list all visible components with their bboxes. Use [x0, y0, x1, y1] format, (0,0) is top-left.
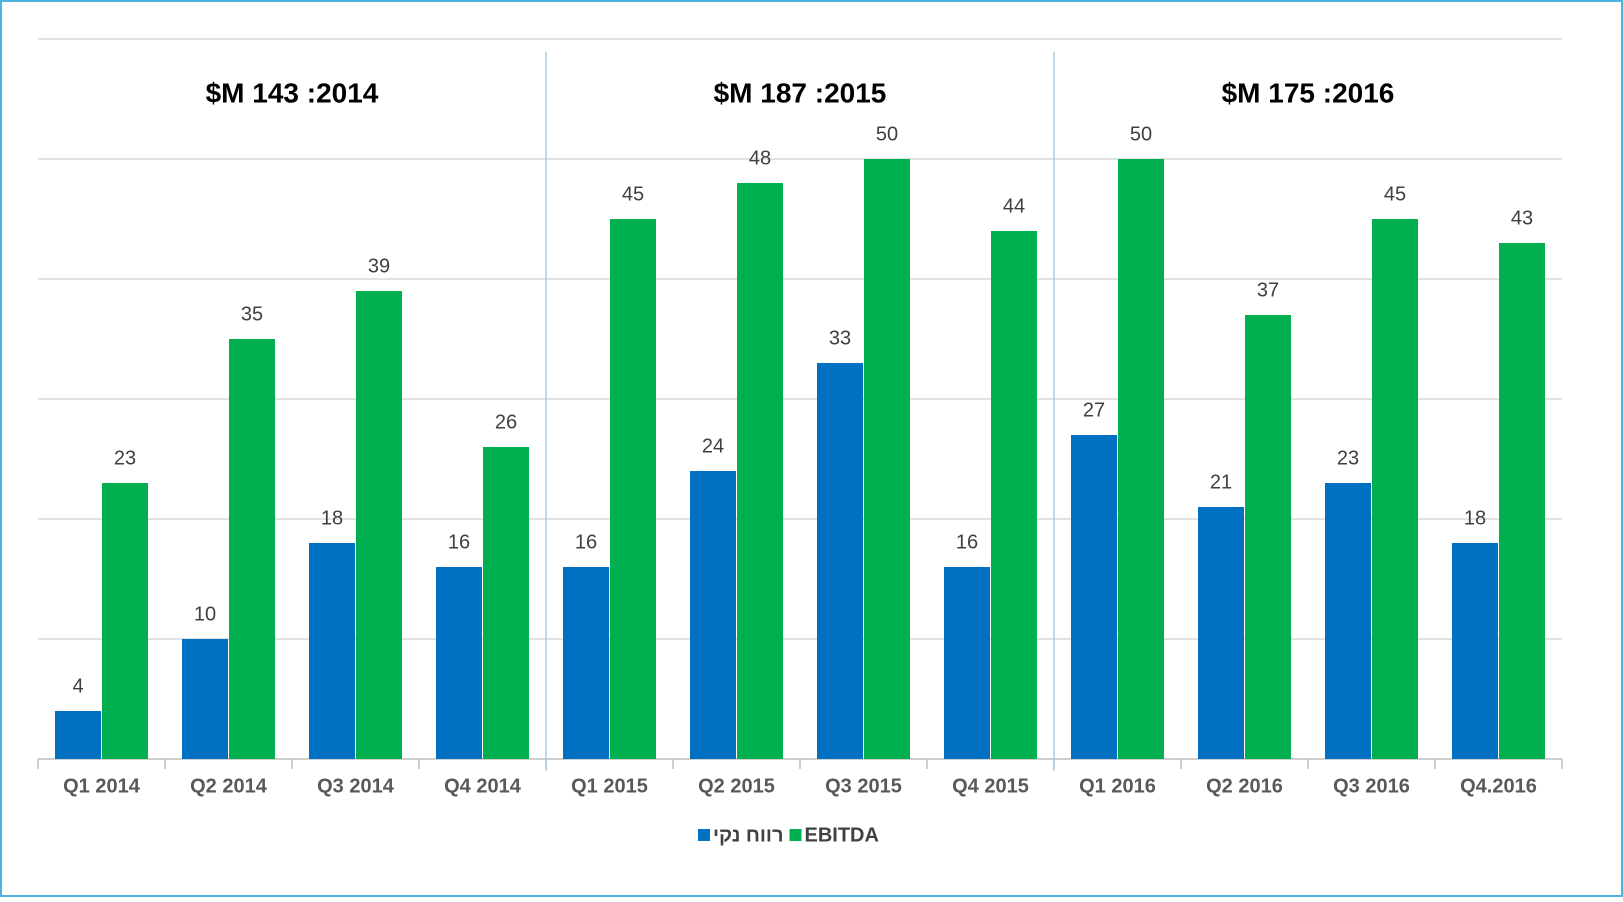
data-label: 33 — [829, 327, 851, 349]
x-tick-label: Q1 2016 — [1079, 775, 1156, 797]
legend-swatch — [789, 829, 802, 841]
bar — [1245, 315, 1291, 759]
x-tick-label: Q2 2015 — [698, 775, 775, 797]
bar — [483, 447, 529, 759]
data-label: 16 — [575, 531, 597, 553]
x-tick-label: Q3 2015 — [825, 775, 902, 797]
data-label: 18 — [321, 507, 343, 529]
annotation: $M 143 :2014 — [206, 77, 379, 108]
bar — [737, 183, 783, 759]
x-tick-label: Q4 2015 — [952, 775, 1029, 797]
bar — [1198, 507, 1244, 759]
x-tick-label: Q1 2014 — [63, 775, 141, 797]
bar — [1325, 483, 1371, 759]
data-label: 45 — [622, 183, 644, 205]
data-label: 35 — [241, 303, 263, 325]
bar — [102, 483, 148, 759]
data-label: 27 — [1083, 399, 1105, 421]
bar — [864, 159, 910, 759]
data-label: 23 — [114, 447, 136, 469]
x-tick-label: Q4.2016 — [1460, 775, 1537, 797]
bar — [610, 219, 656, 759]
bar — [1499, 243, 1545, 759]
x-tick-label: Q2 2016 — [1206, 775, 1283, 797]
data-label: 21 — [1210, 471, 1232, 493]
x-tick-label: Q1 2015 — [571, 775, 648, 797]
legend-label: רווח נקי — [713, 824, 784, 846]
x-tick-label: Q3 2014 — [317, 775, 395, 797]
legend-swatch — [698, 829, 710, 841]
bar — [1071, 435, 1117, 759]
bar — [690, 471, 736, 759]
data-label: 48 — [749, 147, 771, 169]
annotation: $M 175 :2016 — [1222, 77, 1395, 108]
x-tick-label: Q2 2014 — [190, 775, 268, 797]
data-label: 39 — [368, 255, 390, 277]
data-label: 37 — [1257, 279, 1279, 301]
bar — [55, 711, 101, 759]
bar — [1452, 543, 1498, 759]
data-label: 50 — [876, 123, 898, 145]
data-label: 24 — [702, 435, 724, 457]
bar — [1118, 159, 1164, 759]
data-label: 44 — [1003, 195, 1025, 217]
data-label: 50 — [1130, 123, 1152, 145]
bar — [436, 567, 482, 759]
x-tick-label: Q4 2014 — [444, 775, 522, 797]
bar — [356, 291, 402, 759]
data-label: 23 — [1337, 447, 1359, 469]
bar — [309, 543, 355, 759]
data-label: 4 — [72, 675, 83, 697]
bar — [991, 231, 1037, 759]
data-label: 16 — [956, 531, 978, 553]
bar — [182, 639, 228, 759]
data-label: 26 — [495, 411, 517, 433]
bar — [229, 339, 275, 759]
data-label: 16 — [448, 531, 470, 553]
data-label: 18 — [1464, 507, 1486, 529]
bar — [563, 567, 609, 759]
bar — [817, 363, 863, 759]
data-label: 45 — [1384, 183, 1406, 205]
data-label: 10 — [194, 603, 216, 625]
bar — [944, 567, 990, 759]
data-label: 43 — [1511, 207, 1533, 229]
annotation: $M 187 :2015 — [714, 77, 887, 108]
bar — [1372, 219, 1418, 759]
x-tick-label: Q3 2016 — [1333, 775, 1410, 797]
legend-label: EBITDA — [805, 824, 879, 846]
